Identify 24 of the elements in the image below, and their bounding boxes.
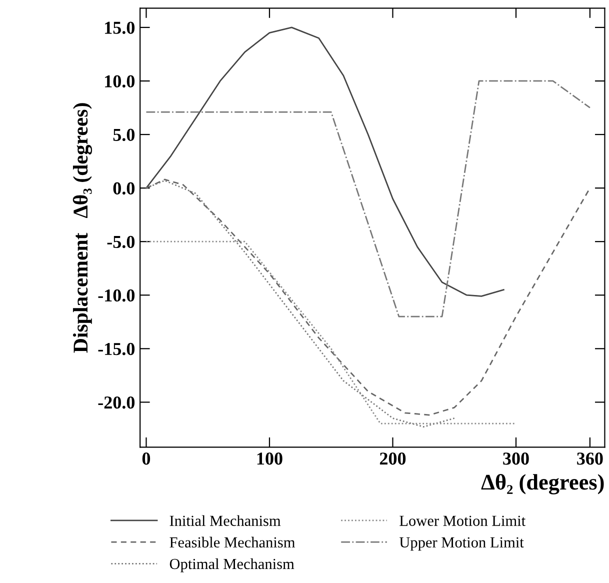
- line-series: [146, 178, 591, 416]
- y-tick-label: 5.0: [113, 128, 135, 142]
- y-tick-label: 15.0: [105, 22, 135, 34]
- x-tick-label: 360: [577, 452, 603, 465]
- y-tick-label: 10.0: [105, 75, 135, 88]
- legend-label: Upper Motion Limit: [399, 537, 524, 551]
- y-tick-label: -20.0: [98, 396, 135, 409]
- line-series: [146, 26, 504, 297]
- x-tick-label: 100: [257, 452, 282, 465]
- line-series: [146, 80, 591, 318]
- y-axis-title: Displacement Δθ₃ (degrees): [72, 103, 92, 353]
- legend-label: Initial Mechanism: [170, 515, 281, 526]
- x-axis-title: Δθ₂ (degrees): [481, 474, 604, 494]
- legend-label: Optimal Mechanism: [170, 558, 294, 572]
- x-tick-label: 300: [503, 452, 529, 465]
- y-tick-label: -15.0: [98, 342, 135, 356]
- x-tick-label: 200: [380, 452, 406, 465]
- y-tick-label: 0.0: [113, 182, 135, 195]
- line-series: [146, 180, 456, 428]
- legend-label: Feasible Mechanism: [170, 536, 296, 548]
- y-tick-label: -10.0: [98, 289, 135, 302]
- x-tick-label: 0: [142, 452, 150, 465]
- y-tick-label: -5.0: [107, 236, 135, 248]
- legend-label: Lower Motion Limit: [400, 516, 526, 526]
